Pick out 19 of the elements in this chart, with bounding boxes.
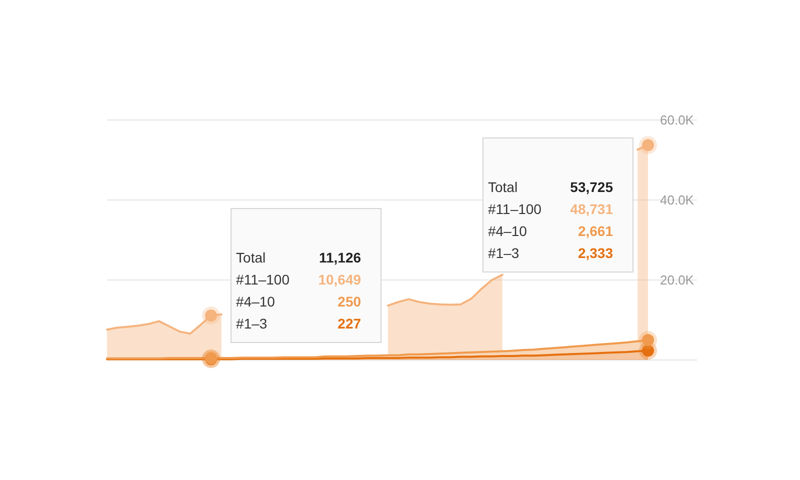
annotation: 2,333 — [578, 245, 614, 261]
annotation: #1–3 — [236, 315, 268, 332]
annotation: Total — [488, 179, 518, 195]
annotation: 227 — [338, 315, 362, 332]
annotation: #11–100 — [236, 271, 290, 288]
annotation: 48,731 — [570, 201, 614, 217]
annotation: 10,649 — [318, 271, 362, 288]
annotation: 53,725 — [570, 179, 614, 195]
annotation: #11–100 — [488, 201, 542, 217]
y-tick-label: 20.0K — [660, 272, 694, 288]
annotation: #4–10 — [236, 293, 276, 310]
annotation: 11,126 — [318, 249, 362, 266]
y-tick-label: 60.0K — [660, 112, 694, 128]
annotation: 2,661 — [578, 223, 614, 239]
annotation: #4–10 — [488, 223, 528, 239]
annotation: #1–3 — [488, 245, 520, 261]
annotation: Total — [236, 249, 266, 266]
y-tick-label: 40.0K — [660, 192, 694, 208]
annotation: 250 — [338, 293, 362, 310]
